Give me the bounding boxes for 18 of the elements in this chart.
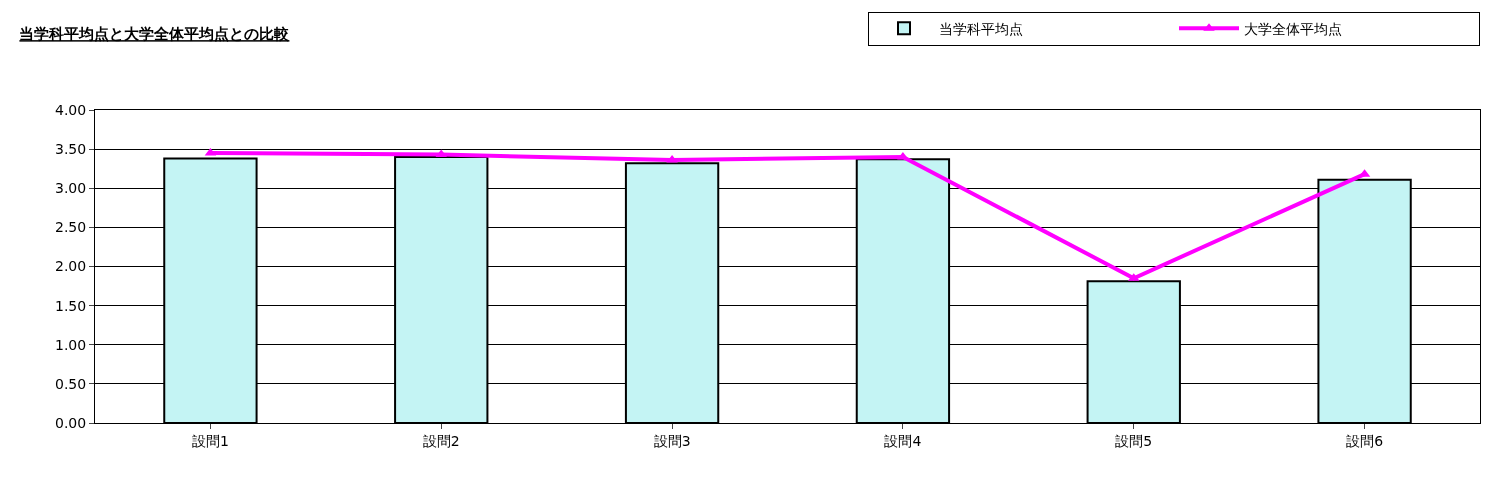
y-tick-label: 2.50 (55, 219, 87, 236)
y-tick-label: 1.50 (55, 297, 87, 314)
x-tick-label: 設問2 (422, 432, 460, 449)
x-tick-label: 設問3 (653, 432, 691, 449)
x-tick-label: 設問4 (884, 432, 922, 449)
chart-title: 当学科平均点と大学全体平均点との比較 (19, 25, 291, 44)
y-tick-label: 1.00 (55, 336, 87, 353)
y-tick-label: 3.50 (55, 141, 87, 158)
legend-label: 当学科平均点 (939, 20, 1023, 37)
legend-label: 大学全体平均点 (1244, 20, 1342, 37)
y-tick-label: 3.00 (55, 180, 87, 197)
y-tick-label: 2.00 (55, 258, 87, 275)
x-tick-label: 設問6 (1346, 432, 1384, 449)
x-tick-label: 設問1 (191, 432, 229, 449)
y-tick-label: 0.00 (55, 414, 87, 431)
y-tick-label: 4.00 (55, 101, 87, 118)
y-tick-label: 0.50 (55, 375, 87, 392)
x-tick-label: 設問5 (1115, 432, 1153, 449)
